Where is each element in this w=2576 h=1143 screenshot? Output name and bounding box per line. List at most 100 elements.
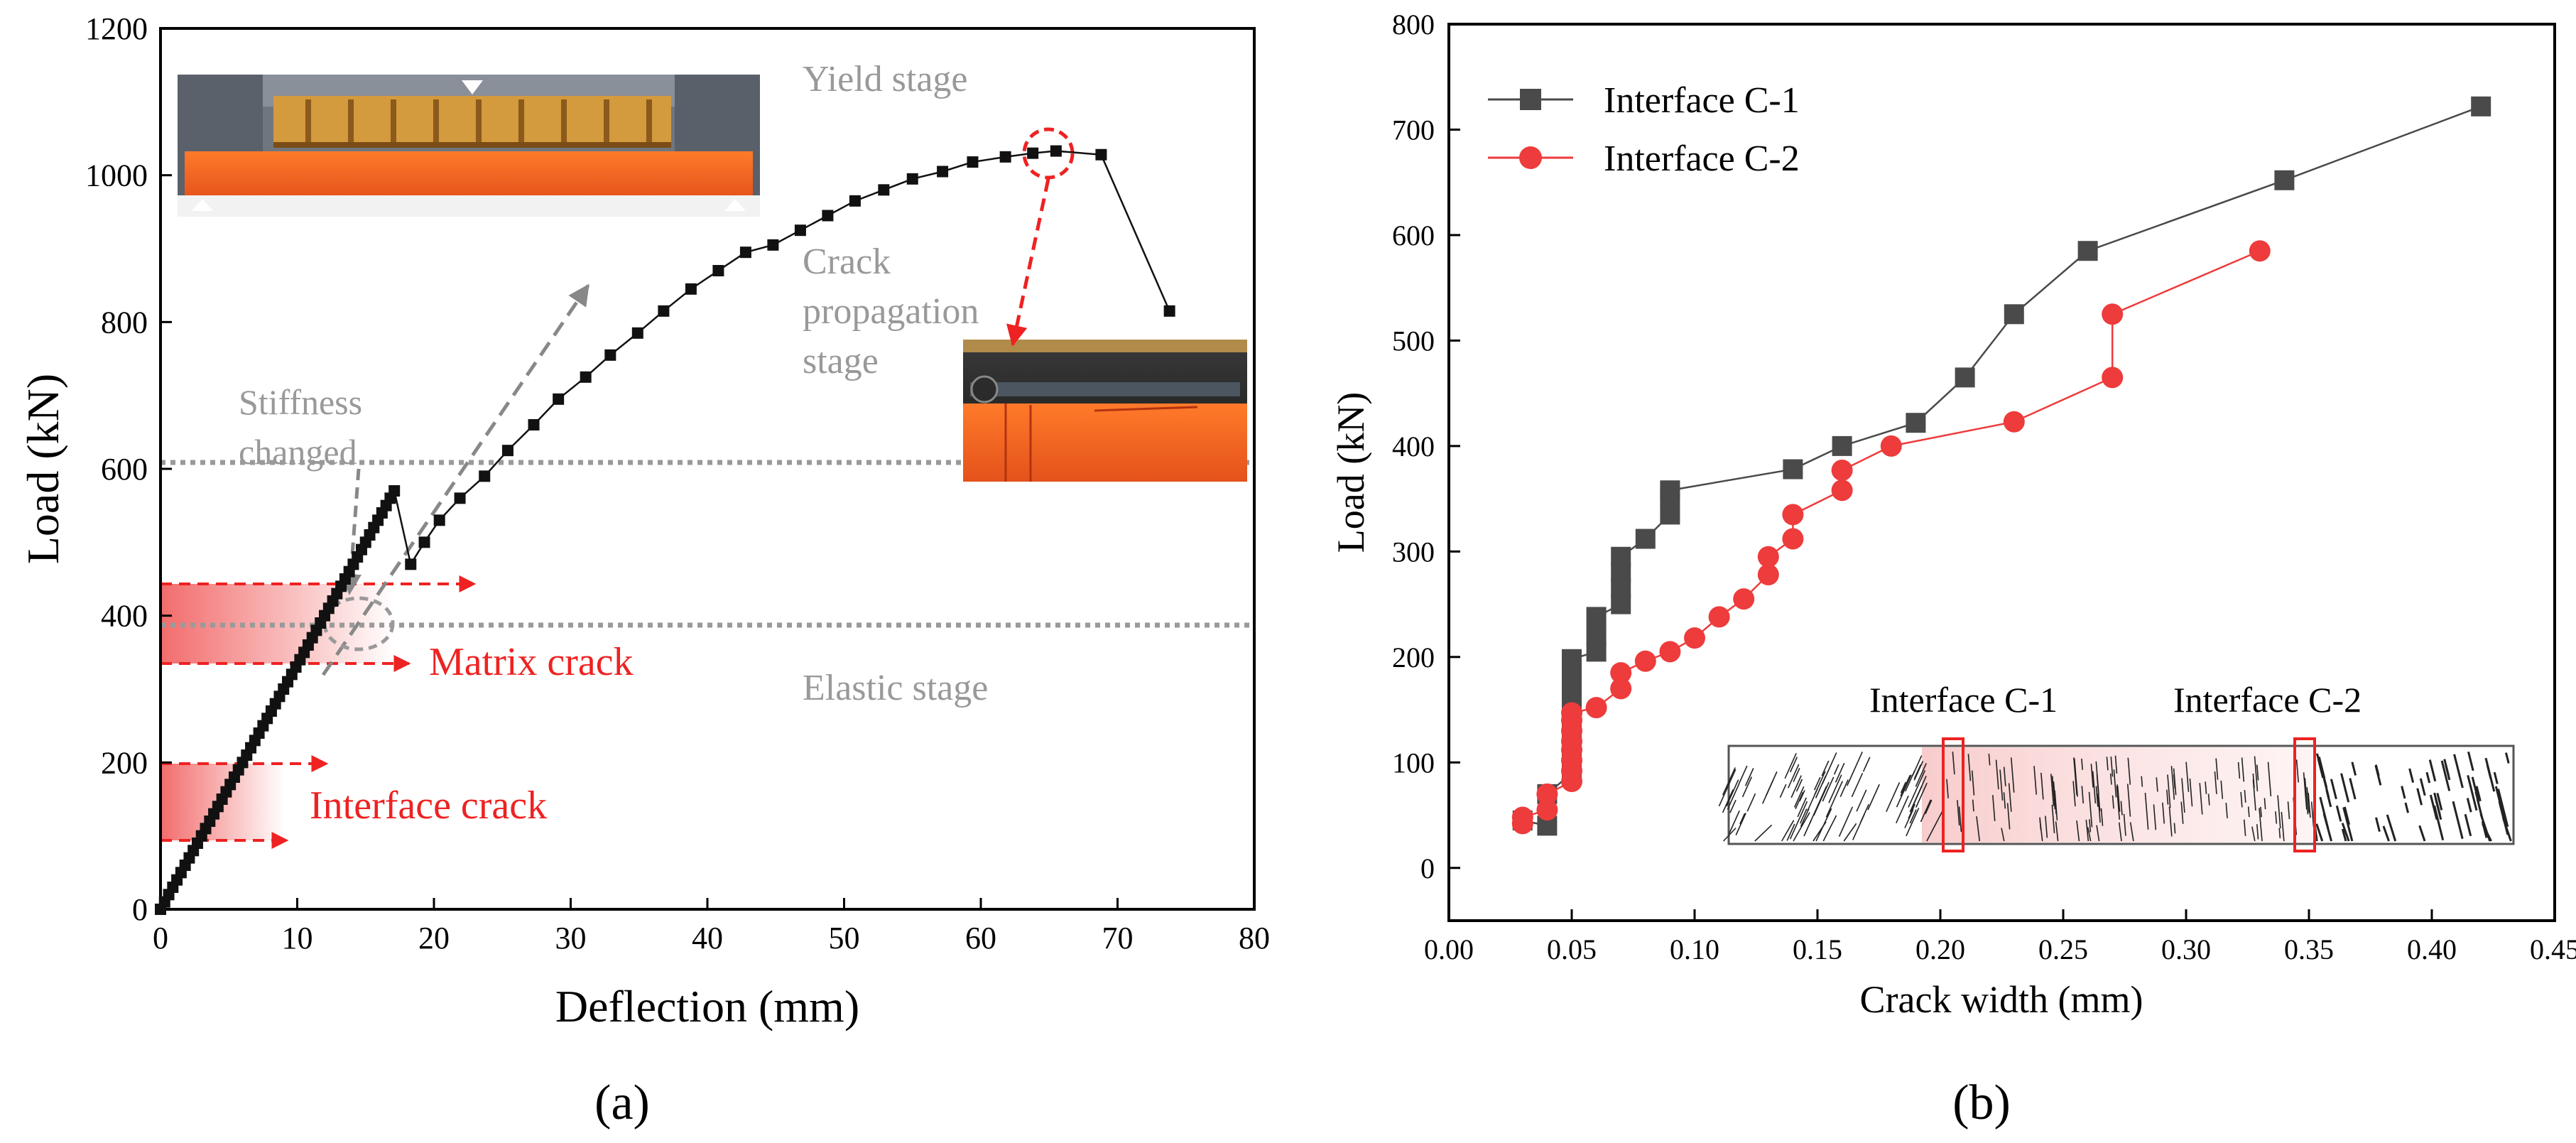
- crack-mark: [2076, 820, 2080, 842]
- crack-mark: [1786, 823, 1795, 841]
- crack-mark: [2050, 774, 2055, 806]
- crack-mark: [2003, 792, 2006, 809]
- crack-mark: [1971, 770, 1975, 796]
- data-point-c2: [1757, 546, 1779, 568]
- crack-mark: [2153, 804, 2157, 830]
- series-load-deflection: [155, 145, 1175, 915]
- crack-mark: [2207, 793, 2210, 806]
- crack-mark: [1926, 811, 1943, 842]
- y-tick-label-b: 600: [1392, 220, 1435, 251]
- x-tick-label-b: 0.10: [1670, 933, 1719, 965]
- data-point-a: [1050, 145, 1062, 157]
- data-point-c2: [1561, 702, 1582, 724]
- crack-mark: [2303, 772, 2308, 810]
- crack-mark: [1815, 775, 1827, 798]
- data-point-c1: [2471, 96, 2491, 117]
- crack-mark: [2341, 828, 2347, 842]
- x-tick-label-b: 0.25: [2038, 933, 2088, 965]
- crack-mark: [1906, 808, 1920, 837]
- crack-mark: [2418, 825, 2426, 842]
- y-tick-label-a: 1200: [85, 11, 148, 46]
- crack-mark: [2259, 808, 2263, 842]
- data-point-c1: [1562, 649, 1582, 669]
- crack-mark: [2096, 774, 2101, 812]
- y-tick-label-b: 300: [1392, 536, 1435, 568]
- crack-mark: [2074, 758, 2078, 797]
- y-axis-label-b: Load (kN): [1330, 392, 1372, 553]
- peak-highlight-circle: [1022, 127, 1075, 180]
- crack-mark: [1800, 808, 1810, 827]
- crack-mark: [2330, 779, 2337, 800]
- crack-mark: [2033, 766, 2038, 795]
- legend-b: Interface C-1 Interface C-2: [1488, 80, 1800, 179]
- crack-mark: [1843, 823, 1857, 842]
- crack-mark: [2092, 771, 2097, 803]
- crack-mark: [1735, 813, 1746, 835]
- crack-mark: [2110, 756, 2114, 777]
- data-point-a: [501, 445, 513, 457]
- crack-mark: [2308, 792, 2311, 818]
- y-tick-label-b: 800: [1392, 9, 1435, 40]
- crack-mark: [2256, 824, 2259, 840]
- crack-mark: [2100, 808, 2104, 826]
- y-tick-label-a: 400: [101, 599, 148, 634]
- crack-mark: [1746, 793, 1756, 812]
- crack-mark: [2168, 806, 2173, 837]
- crack-mark: [2166, 789, 2169, 805]
- crack-mark: [1797, 797, 1808, 818]
- crack-mark: [2499, 803, 2505, 818]
- crack-mark: [2263, 798, 2266, 810]
- crack-mark: [2349, 778, 2357, 800]
- crack-mark: [2322, 813, 2333, 842]
- crack-mark: [2088, 791, 2093, 828]
- peak-to-photo-arrow: [1006, 178, 1050, 347]
- data-point-c1: [2004, 304, 2024, 325]
- crack-mark: [2281, 811, 2285, 842]
- data-point-a: [388, 485, 401, 497]
- data-point-a: [1163, 305, 1175, 317]
- crack-mark: [1765, 771, 1778, 796]
- crack-mark: [1856, 789, 1867, 812]
- x-tick-label-b: 0.15: [1793, 933, 1842, 965]
- inset-c1-marker: [1942, 737, 1964, 852]
- crack-mark: [1718, 769, 1737, 807]
- x-tick-label-a: 0: [153, 921, 168, 955]
- data-point-c2: [1659, 641, 1681, 663]
- x-tick-label-a: 40: [692, 921, 723, 955]
- crack-mark: [2325, 789, 2332, 808]
- yield-stage-label: Yield stage: [803, 59, 968, 99]
- data-point-a: [454, 492, 466, 504]
- crack-mark: [2087, 827, 2092, 842]
- crack-mark: [1813, 776, 1821, 791]
- legend-c1-label: Interface C-1: [1604, 80, 1800, 121]
- data-point-a: [822, 210, 834, 222]
- data-point-c2: [2102, 367, 2124, 389]
- y-tick-label-b: 500: [1392, 325, 1435, 357]
- data-point-a: [1095, 148, 1107, 161]
- crack-mark: [2113, 769, 2117, 798]
- crack-mark: [1862, 757, 1871, 772]
- crack-mark: [2039, 820, 2043, 842]
- crack-mark: [1814, 771, 1826, 796]
- crack-mark: [2501, 817, 2512, 842]
- crack-mark: [2486, 765, 2492, 779]
- crack-mark: [1859, 803, 1869, 823]
- crack-mark: [2220, 780, 2224, 799]
- data-point-c2: [1634, 650, 1656, 672]
- crack-mark: [2073, 757, 2077, 796]
- x-tick-label-a: 50: [829, 921, 860, 955]
- crack-mark: [1799, 790, 1805, 801]
- data-point-c1: [1562, 668, 1582, 688]
- data-point-a: [405, 558, 417, 570]
- x-tick-label-b: 0.00: [1424, 933, 1474, 965]
- crack-mark: [1920, 799, 1932, 823]
- elastic-stage-label: Elastic stage: [803, 668, 988, 708]
- stiffness-label-2: changed: [239, 432, 357, 472]
- crack-mark: [1952, 751, 1955, 775]
- x-tick-label-b: 0.45: [2530, 933, 2576, 965]
- x-axis-label-b: Crack width (mm): [1860, 978, 2143, 1021]
- crack-mark: [2375, 817, 2381, 832]
- data-point-a: [658, 305, 670, 317]
